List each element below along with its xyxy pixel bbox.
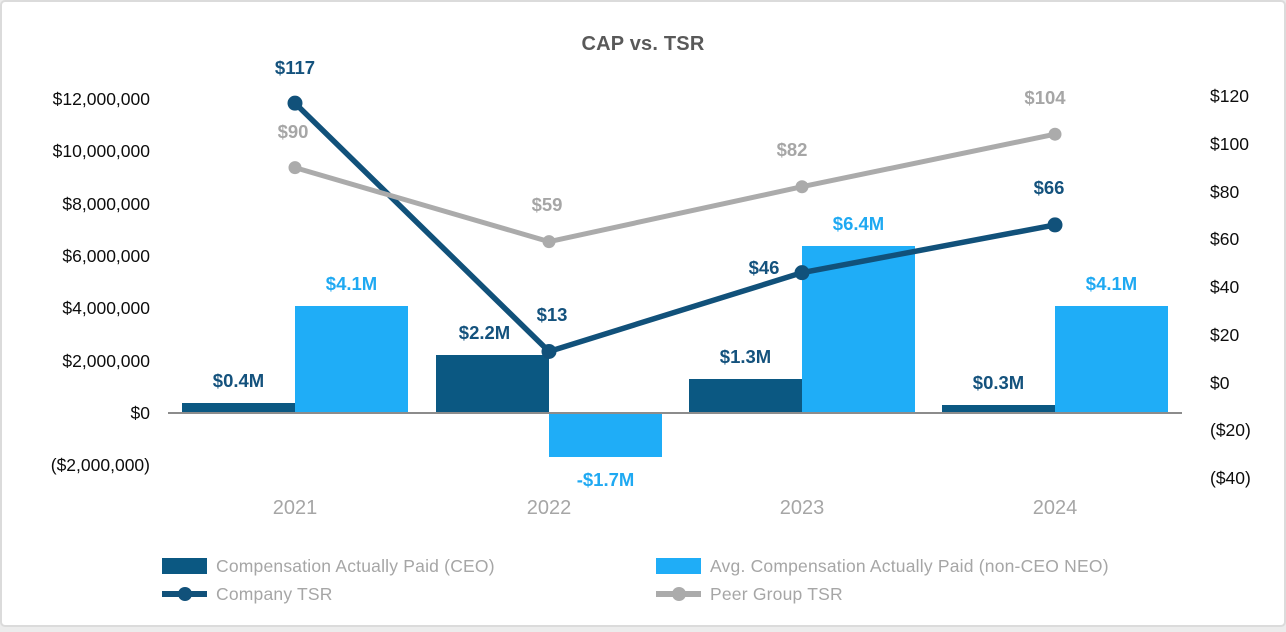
bar-value-label: $6.4M bbox=[832, 212, 885, 234]
peer-tsr-marker bbox=[288, 161, 302, 175]
line-value-label: $59 bbox=[531, 193, 563, 215]
line-value-label: $82 bbox=[776, 138, 808, 160]
neo-bar bbox=[549, 413, 662, 458]
x-axis-year-label: 2022 bbox=[526, 497, 572, 519]
x-axis-year-label: 2021 bbox=[272, 497, 318, 519]
right-axis-tick: $20 bbox=[1210, 324, 1240, 345]
right-axis-tick: $60 bbox=[1210, 229, 1240, 250]
left-axis-tick: $4,000,000 bbox=[62, 298, 150, 319]
line-value-label: $90 bbox=[277, 120, 309, 142]
legend-item-peer-tsr: Peer Group TSR bbox=[656, 583, 843, 605]
legend-item-cap-ceo: Compensation Actually Paid (CEO) bbox=[162, 555, 495, 577]
right-axis-tick: ($20) bbox=[1210, 420, 1251, 441]
bar-value-label: $4.1M bbox=[325, 272, 378, 294]
right-axis-tick: $80 bbox=[1210, 181, 1240, 202]
company-tsr-marker bbox=[287, 95, 303, 111]
left-axis-tick: $0 bbox=[130, 403, 150, 423]
bar-value-label: $0.3M bbox=[972, 372, 1025, 394]
legend-label-peer-tsr: Peer Group TSR bbox=[710, 583, 843, 604]
neo-bar-swatch bbox=[656, 558, 701, 574]
x-axis-year-label: 2023 bbox=[779, 497, 825, 519]
left-axis-tick: $2,000,000 bbox=[62, 350, 150, 371]
right-axis-tick: $40 bbox=[1210, 277, 1240, 297]
company-tsr-line bbox=[293, 101, 1056, 355]
bar-value-label: $2.2M bbox=[458, 322, 511, 344]
right-axis-tick: $100 bbox=[1210, 133, 1249, 154]
x-axis-year-label: 2024 bbox=[1032, 497, 1078, 519]
bar-value-label: $1.3M bbox=[719, 345, 772, 367]
left-axis-tick: $6,000,000 bbox=[62, 245, 150, 266]
legend-label-company-tsr: Company TSR bbox=[216, 583, 333, 604]
company-tsr-marker bbox=[541, 343, 557, 359]
neo-bar bbox=[295, 305, 408, 413]
left-axis-tick: $12,000,000 bbox=[52, 88, 150, 109]
ceo-bar bbox=[182, 402, 295, 413]
left-axis-tick: $10,000,000 bbox=[52, 141, 150, 162]
right-axis-tick: $0 bbox=[1210, 372, 1230, 393]
neo-bar bbox=[802, 245, 915, 413]
peer-tsr-line-marker bbox=[672, 587, 686, 601]
line-value-label: $66 bbox=[1033, 176, 1065, 198]
ceo-bar-swatch bbox=[162, 558, 207, 574]
neo-bar bbox=[1055, 305, 1168, 413]
line-value-label: $104 bbox=[1024, 87, 1066, 109]
right-axis-tick: ($40) bbox=[1210, 468, 1251, 488]
bar-value-label: $4.1M bbox=[1085, 272, 1138, 294]
legend-label-cap-ceo: Compensation Actually Paid (CEO) bbox=[216, 555, 495, 576]
chart-title: CAP vs. TSR bbox=[581, 33, 705, 55]
left-axis-tick: $8,000,000 bbox=[62, 193, 150, 214]
peer-tsr-marker bbox=[542, 235, 556, 249]
line-value-label: $117 bbox=[274, 57, 316, 79]
line-value-label: $46 bbox=[748, 256, 780, 278]
left-axis-tick: ($2,000,000) bbox=[50, 455, 150, 476]
peer-tsr-line bbox=[294, 131, 1056, 245]
company-tsr-line-marker bbox=[178, 587, 192, 601]
bar-value-label: $0.4M bbox=[212, 369, 265, 391]
ceo-bar bbox=[436, 355, 549, 413]
company-tsr-marker bbox=[1047, 217, 1063, 233]
peer-tsr-line-swatch bbox=[656, 586, 701, 602]
legend-item-cap-neo: Avg. Compensation Actually Paid (non-CEO… bbox=[656, 555, 1109, 577]
line-value-label: $13 bbox=[536, 304, 568, 326]
company-tsr-line-swatch bbox=[162, 586, 207, 602]
company-tsr-marker bbox=[794, 265, 810, 281]
peer-tsr-marker bbox=[795, 180, 809, 194]
legend-label-cap-neo: Avg. Compensation Actually Paid (non-CEO… bbox=[710, 555, 1109, 576]
right-axis-tick: $120 bbox=[1210, 86, 1249, 106]
x-axis-line bbox=[168, 412, 1182, 414]
bar-value-label: -$1.7M bbox=[576, 469, 635, 491]
ceo-bar bbox=[689, 378, 802, 413]
peer-tsr-marker bbox=[1048, 127, 1062, 141]
ceo-bar bbox=[942, 405, 1055, 413]
legend-item-company-tsr: Company TSR bbox=[162, 583, 333, 605]
